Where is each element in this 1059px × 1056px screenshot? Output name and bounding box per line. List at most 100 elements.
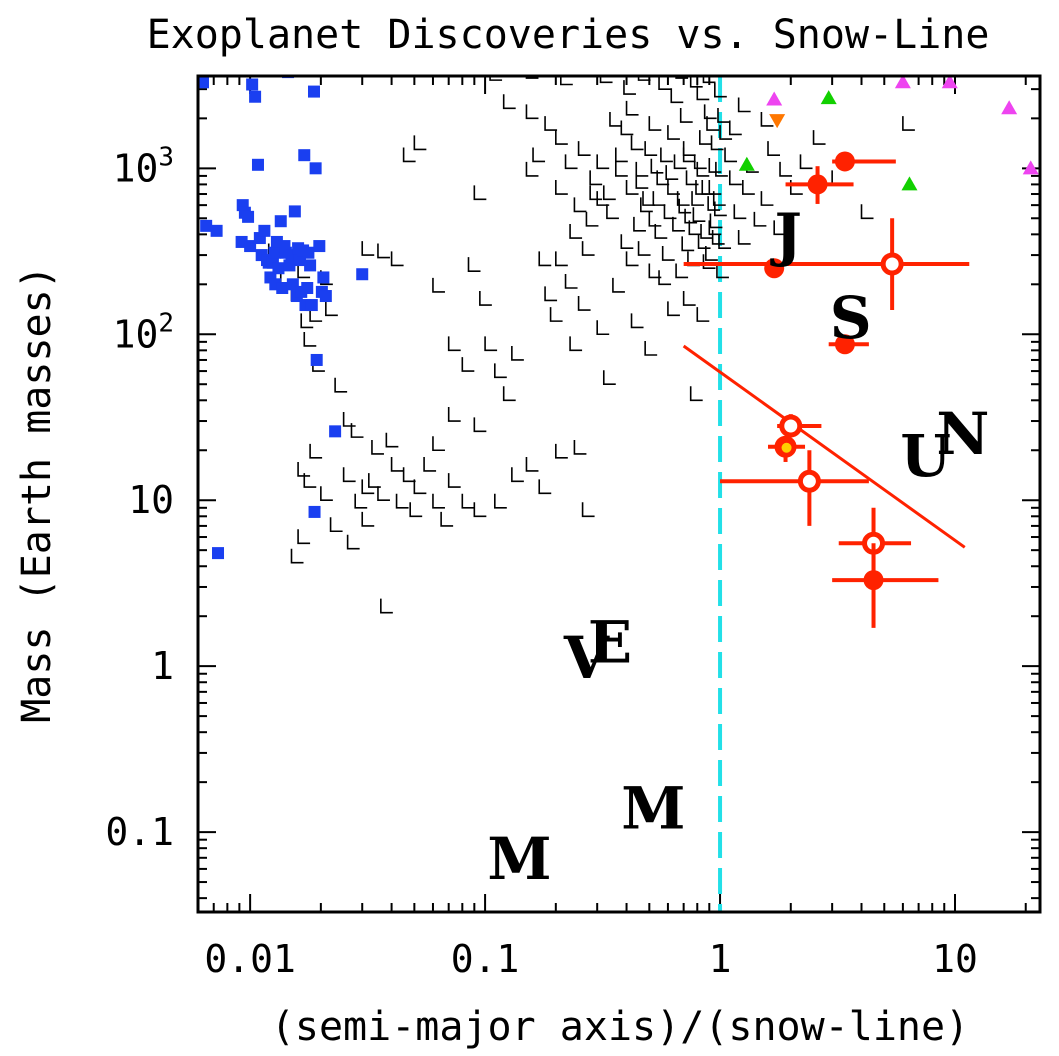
rv-upper-limit [753,211,767,227]
x-tick-label: 0.1 [451,937,520,981]
rv-upper-limit [361,241,375,256]
transit-point [313,240,326,253]
rv-upper-limit [447,407,461,422]
rv-upper-limit [635,161,649,177]
rv-upper-limit [573,439,587,455]
rv-upper-limit [760,111,774,127]
rv-upper-limit [525,456,539,472]
transit-point [309,162,322,175]
rv-upper-limit [707,196,721,211]
rv-upper-limit [767,141,781,156]
rv-upper-limit [303,473,317,488]
rv-upper-limit [413,479,427,495]
rv-upper-limit [564,154,578,170]
rv-upper-limit [577,141,591,156]
rv-upper-limit [361,479,375,495]
rv-upper-limit [623,80,636,95]
rv-upper-limit [716,263,729,279]
rv-upper-limit [432,277,445,293]
rv-upper-limit [390,456,404,472]
rv-upper-limit [717,108,730,123]
rv-upper-limit [708,158,722,173]
rv-upper-limit [473,185,487,201]
transit-point [305,299,318,312]
rv-upper-limit [625,251,639,267]
rv-upper-limit [700,224,714,239]
transit-point [246,78,259,91]
y-tick-label-base: 10 [113,146,159,190]
rv-upper-limit [569,224,583,239]
rv-upper-limit [555,443,568,459]
rv-upper-limit [423,456,437,472]
rv-upper-limit [484,336,498,352]
planet-label-j: J [769,201,801,269]
rv-upper-limit [679,108,693,123]
rv-upper-limit [612,277,625,293]
rv-upper-limit [678,198,692,214]
rv-upper-limit [697,234,711,250]
rv-upper-limit [402,467,416,483]
x-tick-label: 0.01 [204,937,296,981]
rv-upper-limit [675,76,689,79]
rv-upper-limit [708,180,722,195]
planet-label-s: S [830,284,872,352]
rv-upper-limit [602,370,616,386]
rv-upper-limit [596,191,610,206]
rv-upper-limit [555,180,568,195]
rv-upper-limit [695,180,708,195]
rv-upper-limit [461,493,475,509]
rv-upper-limit [290,548,304,564]
rv-upper-limit [479,291,492,306]
rv-upper-limit [609,111,622,127]
rv-upper-limit [309,443,323,459]
rv-upper-limit [656,170,670,186]
transit-point [302,246,315,259]
axis-ticks [197,76,1040,912]
rv-upper-limit [325,301,338,317]
transit-point [283,259,296,272]
rv-upper-limit [667,180,680,195]
planet-label-m: M [487,825,551,893]
rv-upper-limit [581,241,595,256]
rv-upper-limit [354,493,368,509]
rv-upper-limit [297,461,311,477]
rv-upper-limit [702,76,716,84]
rv-upper-limit [297,263,311,279]
rv-upper-limit [585,211,599,227]
rv-upper-limit [409,502,423,518]
magenta-triangle-point [766,91,783,106]
y-tick-label: 10 [128,478,174,522]
rv-upper-limit [642,191,656,206]
planet-label-m: M [621,775,685,843]
rv-upper-limit [599,76,613,84]
planet-label-e: E [588,609,632,677]
y-tick-label: 102 [113,308,174,356]
rv-upper-limit [637,241,651,256]
rv-upper-limit [573,197,587,213]
magenta-triangle-point [941,76,958,89]
transit-point [307,85,320,98]
transit-point [329,425,342,438]
magenta-triangle-point [1022,160,1039,175]
x-axis-label: (semi-major axis)/(snow-line) [271,1004,969,1050]
rv-upper-limit [532,147,546,163]
rv-upper-limit [714,82,727,98]
x-tick-label: 10 [932,937,978,981]
rv-upper-limit [667,125,680,140]
rv-upper-limit [489,76,503,81]
rv-upper-limit [672,216,685,232]
rv-upper-limit [711,229,725,245]
transit-point [317,271,330,284]
rv-upper-limit [525,104,539,120]
rv-upper-limit [473,502,487,518]
transit-point [310,353,323,366]
rv-upper-limit [648,211,662,227]
rv-upper-limit [297,529,311,545]
rv-upper-limit [377,486,390,502]
rv-upper-limit [706,116,720,131]
rv-upper-limit [650,158,664,174]
rv-upper-limit [511,467,524,483]
rv-upper-limit [620,234,634,250]
planet-label-v: V [563,624,610,692]
